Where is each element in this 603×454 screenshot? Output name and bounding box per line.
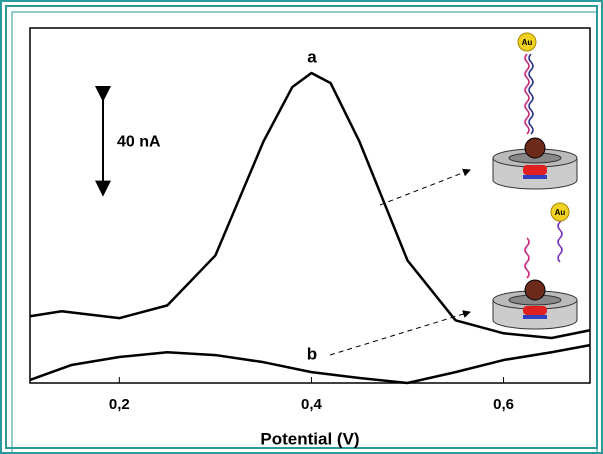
annotation: Au [555,208,566,217]
x-tick-label: 0,2 [109,396,130,413]
curve-label: a [307,47,317,66]
line-series [29,343,591,385]
plot-frame [29,27,591,384]
x-tick-label: 0,4 [301,396,323,413]
line-series [29,71,591,340]
x-axis-label: Potential (V) [260,429,359,448]
arrow [379,168,471,206]
electrode-illustration [492,32,578,330]
arrow [329,310,471,356]
inner-border [5,5,598,449]
x-tick-label: 0,6 [493,396,514,413]
inner-border [11,11,598,454]
scale-bar-label: 40 nA [117,134,161,151]
annotation: Au [522,38,533,47]
curve-label: b [307,344,317,363]
